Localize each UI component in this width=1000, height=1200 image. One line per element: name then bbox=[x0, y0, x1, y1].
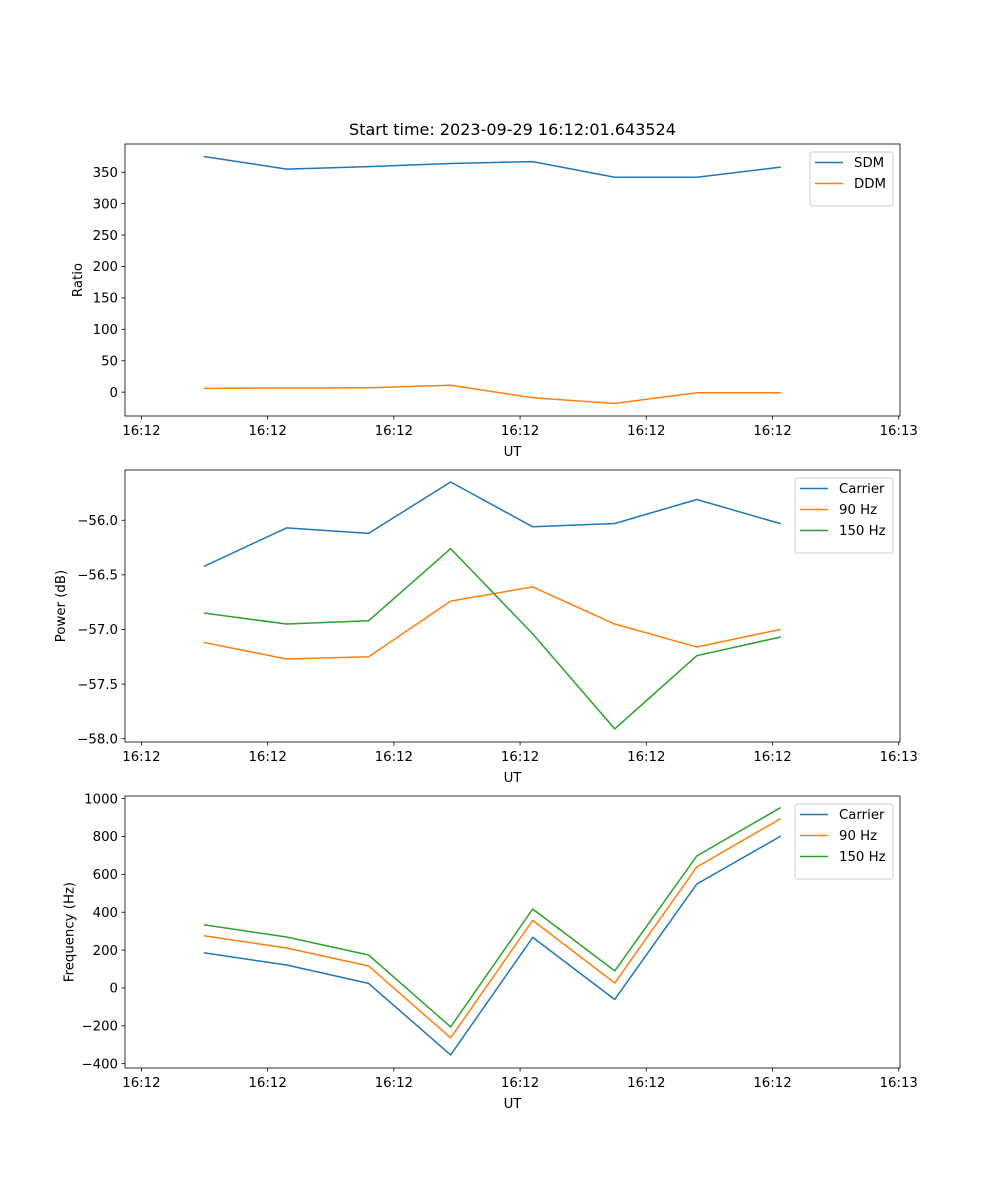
legend-label: SDM bbox=[854, 156, 884, 171]
y-tick-label: 200 bbox=[93, 260, 118, 275]
panel-power: 16:12 16:12 16:12 16:12 16:12 16:12 16:13 −58.0… bbox=[54, 469, 918, 786]
x-tick-label: 16:12 bbox=[122, 424, 160, 439]
legend-box bbox=[809, 151, 894, 207]
x-tick-label: 16:13 bbox=[880, 750, 918, 765]
x-tick-label: 16:12 bbox=[501, 424, 539, 439]
y-tick-label: 400 bbox=[93, 906, 118, 921]
x-tick-label: 16:12 bbox=[501, 1076, 539, 1091]
legend-label: 90 Hz bbox=[839, 503, 877, 518]
y-tick-label: 0 bbox=[110, 386, 118, 401]
x-tick-label: 16:12 bbox=[501, 750, 539, 765]
y-axis-label: Ratio bbox=[71, 263, 86, 297]
x-axis-label: UT bbox=[504, 445, 523, 460]
y-tick-label: 250 bbox=[93, 229, 118, 244]
x-axis-label: UT bbox=[504, 1097, 523, 1112]
panel-ratio: Start time: 2023-09-29 16:12:01.643524 16… bbox=[71, 120, 918, 460]
y-tick-label: 600 bbox=[93, 868, 118, 883]
axes-frame bbox=[124, 143, 901, 417]
y-tick-label: −400 bbox=[81, 1057, 118, 1072]
legend-item-150-hz: 150 Hz bbox=[800, 524, 886, 539]
x-tick-label: 16:12 bbox=[375, 424, 413, 439]
chart-title: Start time: 2023-09-29 16:12:01.643524 bbox=[349, 120, 676, 139]
x-tick-label: 16:12 bbox=[627, 424, 665, 439]
y-tick-label: 200 bbox=[93, 944, 118, 959]
x-tick-label: 16:12 bbox=[375, 1076, 413, 1091]
y-tick-label: 0 bbox=[110, 982, 118, 997]
x-axis-label: UT bbox=[504, 771, 523, 786]
legend-label: 90 Hz bbox=[839, 829, 877, 844]
axes-frame bbox=[124, 795, 901, 1069]
legend-box bbox=[794, 803, 894, 880]
x-tick-label: 16:12 bbox=[627, 1076, 665, 1091]
series-line-90-hz bbox=[203, 817, 782, 1039]
series-line-sdm bbox=[203, 155, 781, 179]
x-tick-label: 16:12 bbox=[248, 750, 286, 765]
series-line-150-hz bbox=[203, 806, 782, 1028]
legend-item-90-hz: 90 Hz bbox=[800, 829, 877, 844]
series-line-carrier bbox=[203, 481, 782, 568]
y-tick-label: −58.0 bbox=[77, 732, 118, 747]
x-tick-label: 16:12 bbox=[753, 750, 791, 765]
series-line-90-hz bbox=[203, 586, 781, 660]
legend-label: 150 Hz bbox=[839, 850, 886, 865]
legend-box bbox=[794, 477, 894, 554]
legend-item-carrier: Carrier bbox=[800, 482, 885, 497]
y-tick-label: 100 bbox=[93, 323, 118, 338]
legend-item-carrier: Carrier bbox=[800, 808, 885, 823]
y-tick-label: 150 bbox=[93, 292, 118, 307]
x-tick-label: 16:12 bbox=[753, 424, 791, 439]
y-tick-label: 800 bbox=[93, 830, 118, 845]
x-tick-label: 16:12 bbox=[248, 424, 286, 439]
legend: SDM DDM bbox=[809, 151, 894, 207]
legend-item-ddm: DDM bbox=[815, 177, 886, 192]
legend: Carrier 90 Hz 150 Hz bbox=[794, 477, 894, 554]
axes-frame bbox=[124, 469, 901, 743]
y-tick-label: 300 bbox=[93, 197, 118, 212]
x-tick-label: 16:12 bbox=[122, 1076, 160, 1091]
y-axis-label: Power (dB) bbox=[54, 570, 69, 642]
series-line-ddm bbox=[203, 384, 781, 405]
legend: Carrier 90 Hz 150 Hz bbox=[794, 803, 894, 880]
x-tick-label: 16:12 bbox=[753, 1076, 791, 1091]
legend-label: Carrier bbox=[839, 482, 885, 497]
x-tick-label: 16:13 bbox=[880, 1076, 918, 1091]
y-tick-label: −57.0 bbox=[77, 623, 118, 638]
x-tick-label: 16:12 bbox=[122, 750, 160, 765]
x-tick-label: 16:12 bbox=[627, 750, 665, 765]
y-axis-label: Frequency (Hz) bbox=[62, 882, 77, 982]
series-line-150-hz bbox=[203, 547, 781, 730]
x-tick-label: 16:13 bbox=[880, 424, 918, 439]
legend-item-90-hz: 90 Hz bbox=[800, 503, 877, 518]
y-tick-label: −57.5 bbox=[77, 678, 118, 693]
y-tick-label: −56.5 bbox=[77, 569, 118, 584]
legend-label: Carrier bbox=[839, 808, 885, 823]
x-tick-label: 16:12 bbox=[248, 1076, 286, 1091]
y-tick-label: 350 bbox=[93, 166, 118, 181]
y-tick-label: −56.0 bbox=[77, 514, 118, 529]
legend-label: DDM bbox=[854, 177, 886, 192]
x-tick-label: 16:12 bbox=[375, 750, 413, 765]
y-tick-label: 1000 bbox=[84, 792, 118, 807]
y-tick-label: 50 bbox=[101, 354, 118, 369]
legend-item-150-hz: 150 Hz bbox=[800, 850, 886, 865]
panel-frequency: 16:12 16:12 16:12 16:12 16:12 16:12 16:13 −400 −… bbox=[62, 792, 918, 1112]
series-line-carrier bbox=[203, 835, 782, 1056]
legend-label: 150 Hz bbox=[839, 524, 886, 539]
y-tick-label: −200 bbox=[81, 1019, 118, 1034]
legend-item-sdm: SDM bbox=[815, 156, 884, 171]
